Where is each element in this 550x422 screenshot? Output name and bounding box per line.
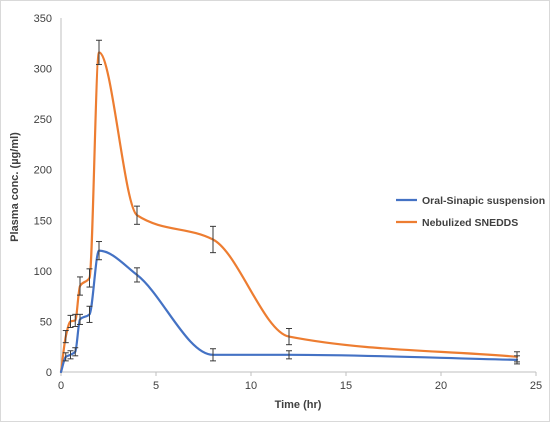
series-layer <box>59 51 519 374</box>
y-axis-title: Plasma conc. (µg/ml) <box>9 132 21 242</box>
error-bar-nebulized-snedds <box>134 205 140 225</box>
y-tick-label: 200 <box>34 165 52 177</box>
y-tick-label: 150 <box>34 215 52 227</box>
error-bar-nebulized-snedds <box>72 313 79 327</box>
y-tick-label: 50 <box>40 316 52 328</box>
legend: Oral-Sinapic suspension Nebulized SNEDDS <box>396 195 545 229</box>
x-tick-label: 20 <box>435 380 447 392</box>
x-tick-label: 5 <box>153 380 159 392</box>
error-bar-oral-sinapic <box>77 313 83 325</box>
error-bar-nebulized-snedds <box>210 225 216 254</box>
error-bars <box>62 39 520 365</box>
error-bar-oral-sinapic <box>86 305 93 323</box>
error-bar-nebulized-snedds <box>96 39 102 66</box>
x-tick-label: 10 <box>245 380 257 392</box>
legend-label-oral-sinapic: Oral-Sinapic suspension <box>422 195 545 207</box>
y-tick-label: 0 <box>46 367 52 379</box>
x-tick-label: 15 <box>340 380 352 392</box>
error-bar-nebulized-snedds <box>86 268 93 288</box>
axes <box>60 18 536 373</box>
error-bar-oral-sinapic <box>96 241 102 261</box>
error-bar-nebulized-snedds <box>62 330 69 344</box>
error-bar-nebulized-snedds <box>77 276 83 296</box>
x-tick-label: 25 <box>530 380 542 392</box>
y-tick-label: 250 <box>34 114 52 126</box>
error-bar-nebulized-snedds <box>67 314 74 328</box>
y-tick-label: 100 <box>34 266 52 278</box>
series-line-nebulized-snedds <box>59 51 519 374</box>
x-axis-title: Time (hr) <box>275 399 322 411</box>
error-bar-oral-sinapic <box>72 347 79 357</box>
y-tick-label: 300 <box>34 64 52 76</box>
error-bar-oral-sinapic <box>62 352 69 362</box>
error-bar-oral-sinapic <box>210 348 216 362</box>
error-bar-oral-sinapic <box>286 350 292 360</box>
error-bar-oral-sinapic <box>134 267 140 283</box>
y-tick-label: 350 <box>34 13 52 25</box>
x-tick-label: 0 <box>58 380 64 392</box>
error-bar-nebulized-snedds <box>286 328 292 346</box>
error-bar-nebulized-snedds <box>514 351 520 363</box>
error-bar-oral-sinapic <box>67 350 74 360</box>
legend-label-nebulized-snedds: Nebulized SNEDDS <box>422 217 518 229</box>
